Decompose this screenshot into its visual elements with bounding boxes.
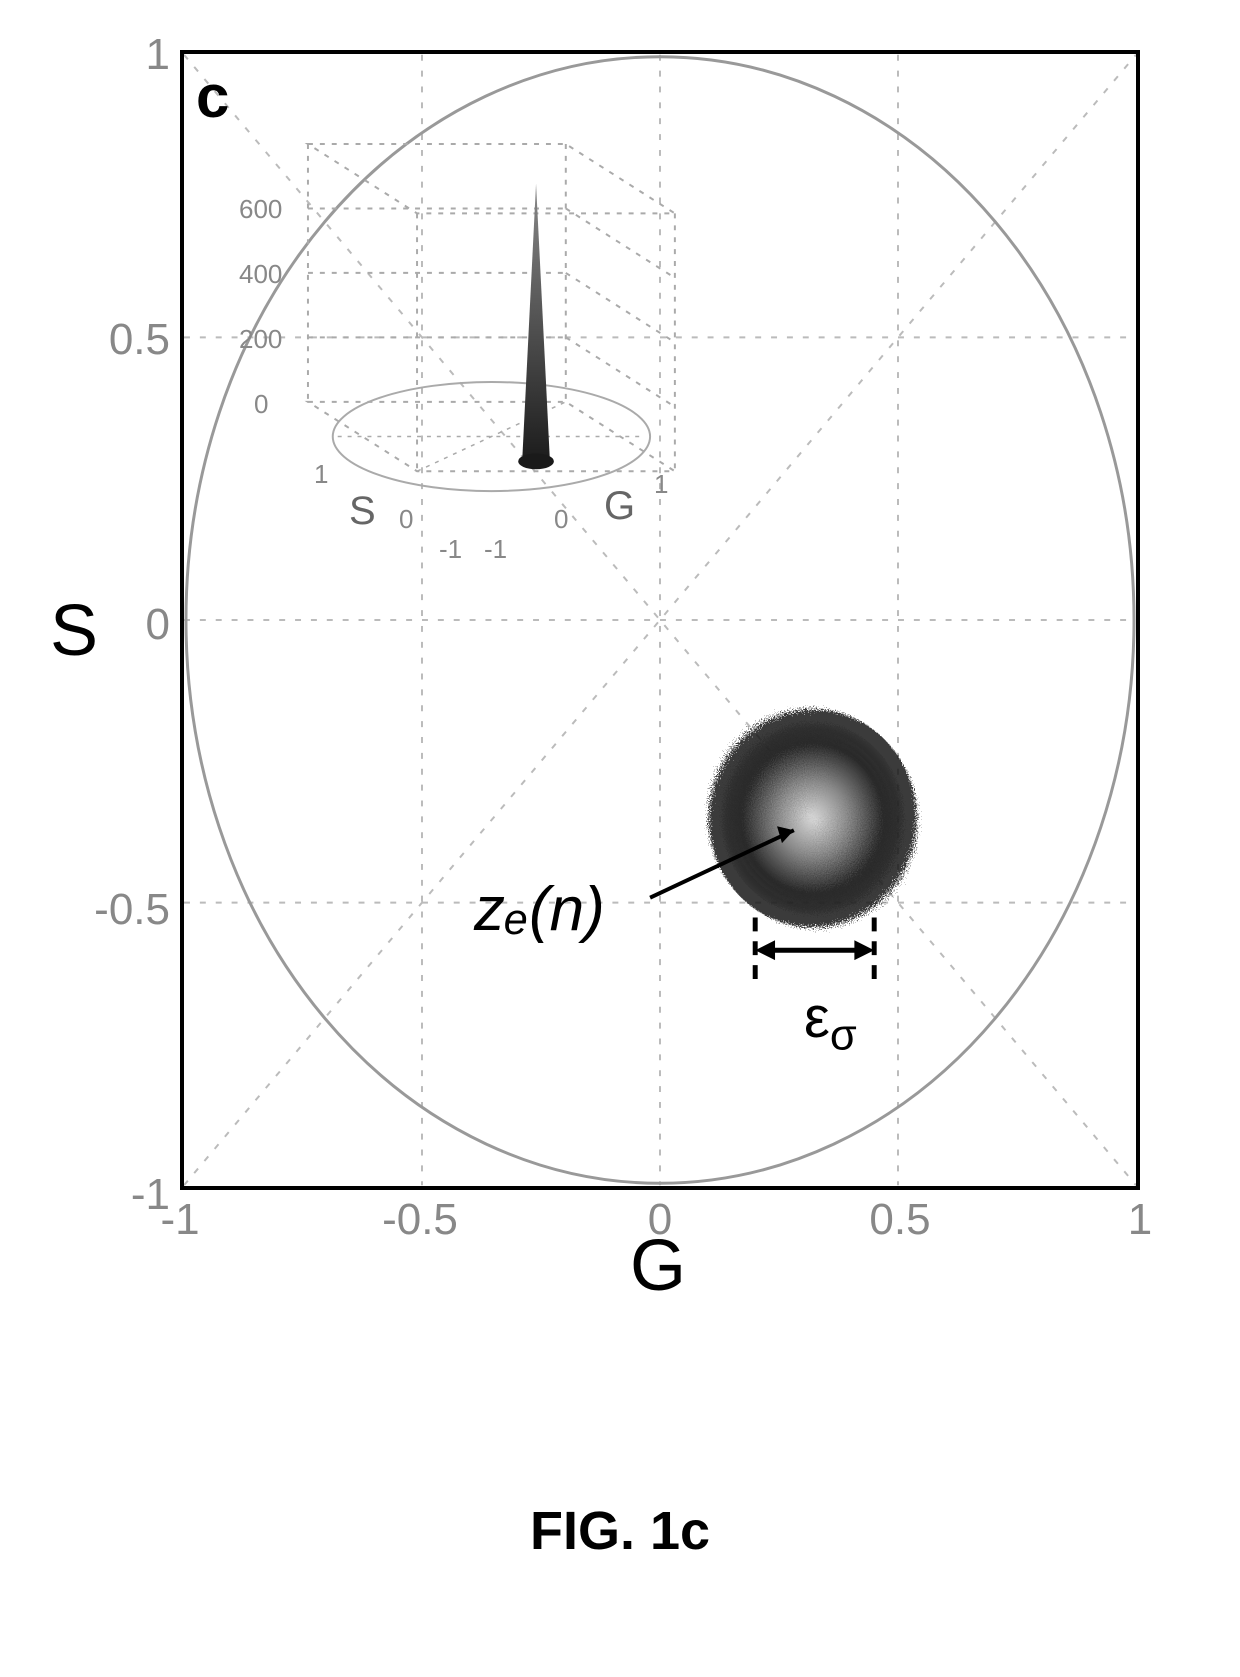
y-tick-label: -0.5 bbox=[70, 885, 170, 935]
annotation-ze-text: zₑ(n) bbox=[474, 875, 605, 944]
annotation-epsilon-label: εσ bbox=[804, 984, 857, 1061]
inset-peak bbox=[522, 184, 550, 467]
inset-3d bbox=[308, 144, 675, 491]
inset-z-tick: 200 bbox=[239, 324, 282, 355]
inset-g-tick: 1 bbox=[654, 469, 668, 500]
inset-z-tick: 0 bbox=[254, 389, 268, 420]
inset-y-label: S bbox=[349, 489, 376, 534]
annotation-ze-label: zₑ(n) bbox=[474, 874, 605, 945]
x-axis-label: G bbox=[630, 1225, 686, 1307]
y-tick-label: 0.5 bbox=[70, 315, 170, 365]
main-plot-svg bbox=[184, 54, 1136, 1186]
figure-caption: FIG. 1c bbox=[0, 1500, 1240, 1562]
x-tick-label: -0.5 bbox=[370, 1195, 470, 1245]
plot-box: c bbox=[180, 50, 1140, 1190]
annotation-epsilon-text: εσ bbox=[804, 985, 857, 1050]
y-tick-label: 0 bbox=[70, 600, 170, 650]
y-tick-label: 1 bbox=[70, 30, 170, 80]
inset-s-tick: 0 bbox=[399, 504, 413, 535]
x-tick-label: 1 bbox=[1090, 1195, 1190, 1245]
inset-z-tick: 600 bbox=[239, 194, 282, 225]
x-tick-label: 0.5 bbox=[850, 1195, 950, 1245]
inset-s-tick: -1 bbox=[439, 534, 462, 565]
figure-container: S 1 0.5 0 -0.5 -1 c bbox=[50, 30, 1190, 1320]
inset-s-tick: 1 bbox=[314, 459, 328, 490]
panel-letter: c bbox=[196, 62, 229, 131]
inset-g-tick: -1 bbox=[484, 534, 507, 565]
inset-z-tick: 400 bbox=[239, 259, 282, 290]
inset-g-tick: 0 bbox=[554, 504, 568, 535]
scatter-cluster bbox=[709, 709, 917, 927]
x-tick-label: -1 bbox=[130, 1195, 230, 1245]
inset-x-label: G bbox=[604, 484, 635, 529]
